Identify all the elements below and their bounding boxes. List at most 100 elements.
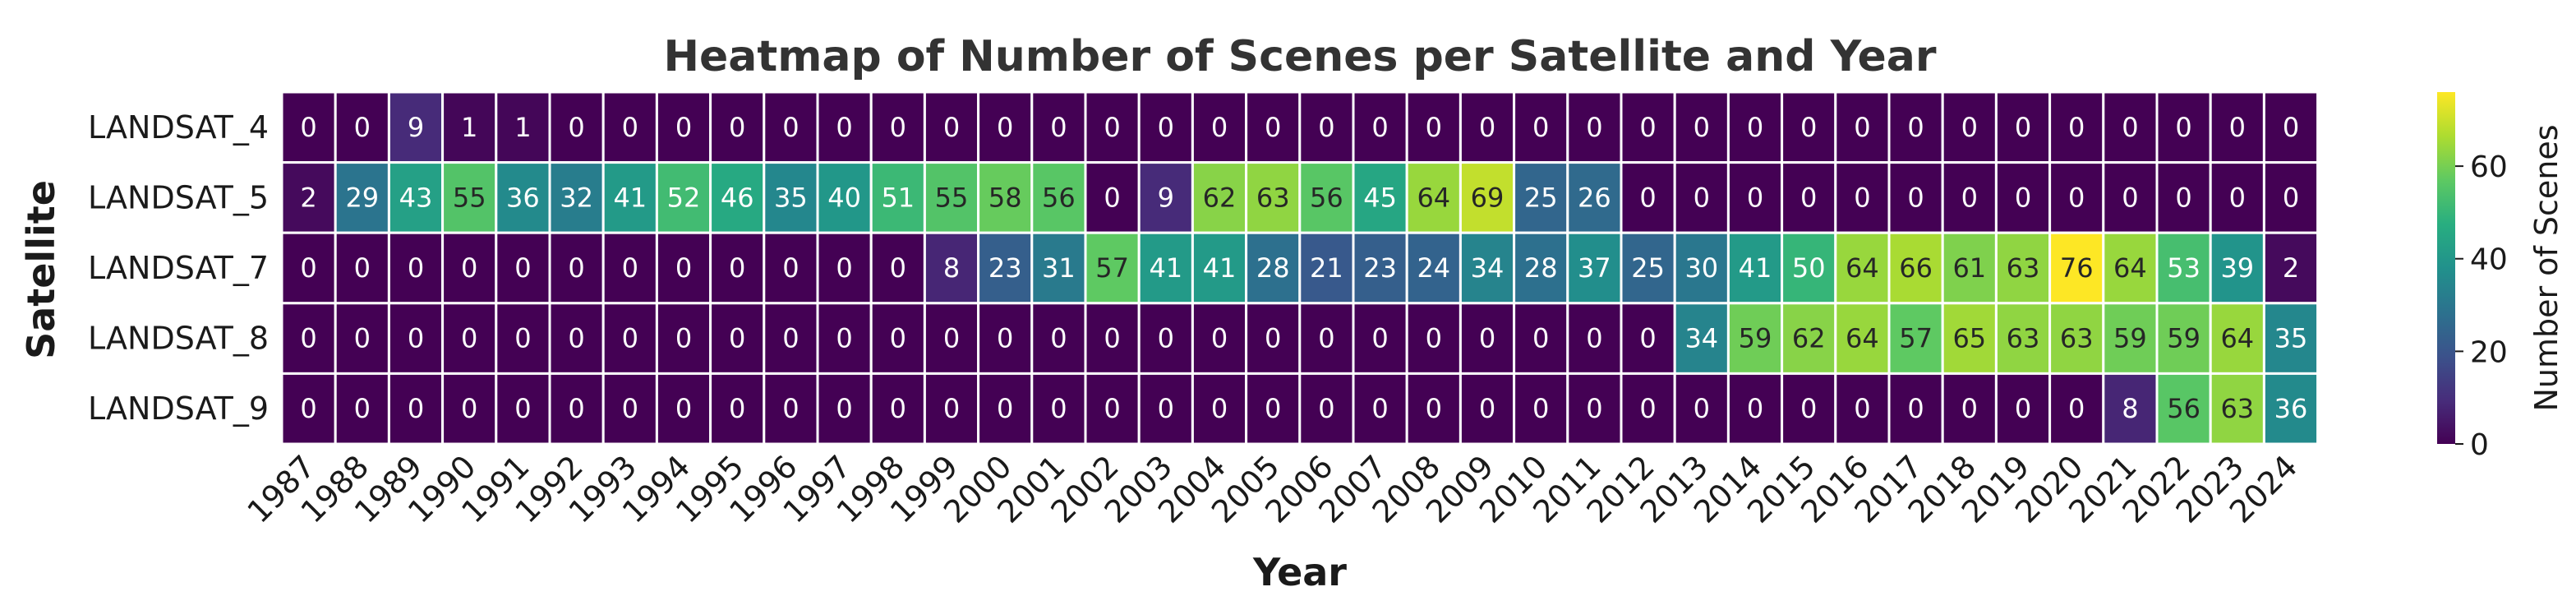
heatmap-cell — [923, 161, 980, 234]
cell-value-label: 57 — [1095, 252, 1129, 284]
cell-value-label: 24 — [1417, 252, 1450, 284]
heatmap-cell — [1781, 161, 1837, 234]
cell-value-label: 0 — [2122, 182, 2138, 213]
cell-value-label: 0 — [890, 393, 906, 424]
cell-value-label: 0 — [1158, 393, 1174, 424]
cell-value-label: 0 — [1694, 182, 1710, 213]
cell-value-label: 0 — [1907, 112, 1924, 143]
cell-value-label: 0 — [675, 393, 692, 424]
heatmap-cell — [1726, 161, 1784, 234]
heatmap-cell — [655, 90, 712, 164]
y-axis-label: Satellite — [19, 180, 63, 359]
heatmap-cell — [280, 302, 337, 375]
chart-title: Heatmap of Number of Scenes per Satellit… — [663, 32, 1936, 81]
heatmap-cell — [280, 231, 337, 305]
colorbar — [2437, 92, 2455, 444]
cell-value-label: 0 — [1211, 393, 1228, 424]
y-tick-label: LANDSAT_8 — [88, 321, 269, 357]
cell-value-label: 0 — [568, 252, 584, 284]
heatmap-cell — [763, 161, 819, 234]
heatmap-cell — [601, 302, 658, 375]
y-tick-label: LANDSAT_7 — [88, 250, 269, 286]
heatmap-cell — [1566, 302, 1623, 375]
cell-value-label: 52 — [667, 182, 701, 213]
heatmap-cell — [1620, 231, 1676, 305]
heatmap-cell — [923, 231, 980, 305]
heatmap-cell — [548, 231, 605, 305]
cell-value-label: 35 — [2274, 323, 2308, 354]
cell-value-label: 0 — [1961, 182, 1978, 213]
heatmap-cell — [1030, 302, 1087, 375]
heatmap-cell — [1084, 372, 1141, 446]
heatmap-cell — [1459, 231, 1516, 305]
x-tick-labels: 1987198819891990199119921993199419951996… — [240, 448, 2304, 530]
cell-value-label: 0 — [729, 252, 745, 284]
cell-value-label: 37 — [1578, 252, 1611, 284]
heatmap-cell — [869, 231, 926, 305]
cell-value-label: 0 — [1586, 112, 1602, 143]
heatmap-cell — [2048, 161, 2105, 234]
cell-value-label: 0 — [1479, 323, 1495, 354]
heatmap-cell — [601, 161, 658, 234]
cell-value-label: 0 — [568, 323, 584, 354]
heatmap-cell — [1137, 302, 1194, 375]
cell-value-label: 0 — [2229, 112, 2246, 143]
cell-value-label: 0 — [622, 323, 638, 354]
cell-value-label: 0 — [461, 323, 477, 354]
cell-value-label: 0 — [890, 112, 906, 143]
heatmap-cell — [1941, 231, 1998, 305]
heatmap-cell — [1566, 372, 1623, 446]
heatmap-cell — [1673, 372, 1730, 446]
cell-value-label: 0 — [1104, 393, 1120, 424]
cell-value-label: 0 — [2015, 112, 2031, 143]
cell-value-label: 0 — [1694, 393, 1710, 424]
cell-value-label: 56 — [2167, 393, 2200, 424]
heatmap-cell — [1298, 372, 1355, 446]
heatmap-cell — [2209, 90, 2265, 164]
heatmap-cell — [1673, 231, 1730, 305]
cell-value-label: 0 — [461, 252, 477, 284]
cell-value-label: 59 — [2113, 323, 2147, 354]
cell-value-label: 0 — [675, 323, 692, 354]
cell-value-label: 43 — [399, 182, 433, 213]
cell-value-label: 0 — [1854, 112, 1870, 143]
cell-value-label: 0 — [1586, 323, 1602, 354]
cell-value-label: 66 — [1899, 252, 1933, 284]
cell-value-label: 1 — [461, 112, 477, 143]
cell-value-label: 56 — [1310, 182, 1343, 213]
cell-value-label: 0 — [997, 393, 1013, 424]
cell-value-label: 63 — [2007, 323, 2040, 354]
colorbar-label: Number of Scenes — [2528, 124, 2564, 411]
cell-value-label: 0 — [1747, 393, 1763, 424]
cell-value-label: 0 — [1371, 112, 1388, 143]
cell-value-label: 0 — [1318, 112, 1334, 143]
y-tick-label: LANDSAT_4 — [88, 109, 269, 146]
cell-value-label: 0 — [1694, 112, 1710, 143]
cell-value-label: 0 — [890, 323, 906, 354]
cell-value-label: 0 — [782, 112, 799, 143]
cell-value-label: 0 — [1854, 393, 1870, 424]
cell-value-label: 64 — [1846, 323, 1879, 354]
cell-value-label: 2 — [300, 182, 316, 213]
heatmap-cell — [869, 372, 926, 446]
heatmap-cell — [763, 90, 819, 164]
cell-value-label: 0 — [1907, 393, 1924, 424]
cell-value-label: 25 — [1524, 182, 1558, 213]
cell-value-label: 21 — [1310, 252, 1343, 284]
cell-value-label: 0 — [943, 393, 960, 424]
heatmap-cell — [977, 372, 1034, 446]
heatmap-cell — [1298, 90, 1355, 164]
cell-value-label: 0 — [836, 112, 852, 143]
heatmap-cell — [1352, 372, 1408, 446]
cell-value-label: 34 — [1471, 252, 1505, 284]
cell-value-label: 0 — [408, 393, 424, 424]
cell-value-label: 0 — [408, 323, 424, 354]
cell-value-label: 0 — [1532, 393, 1549, 424]
cell-value-label: 30 — [1684, 252, 1718, 284]
cell-value-label: 0 — [782, 323, 799, 354]
cell-value-label: 0 — [1532, 112, 1549, 143]
heatmap-cell — [977, 302, 1034, 375]
cell-value-label: 0 — [1050, 112, 1067, 143]
cell-value-label: 0 — [1426, 112, 1442, 143]
heatmap-cell — [763, 372, 819, 446]
